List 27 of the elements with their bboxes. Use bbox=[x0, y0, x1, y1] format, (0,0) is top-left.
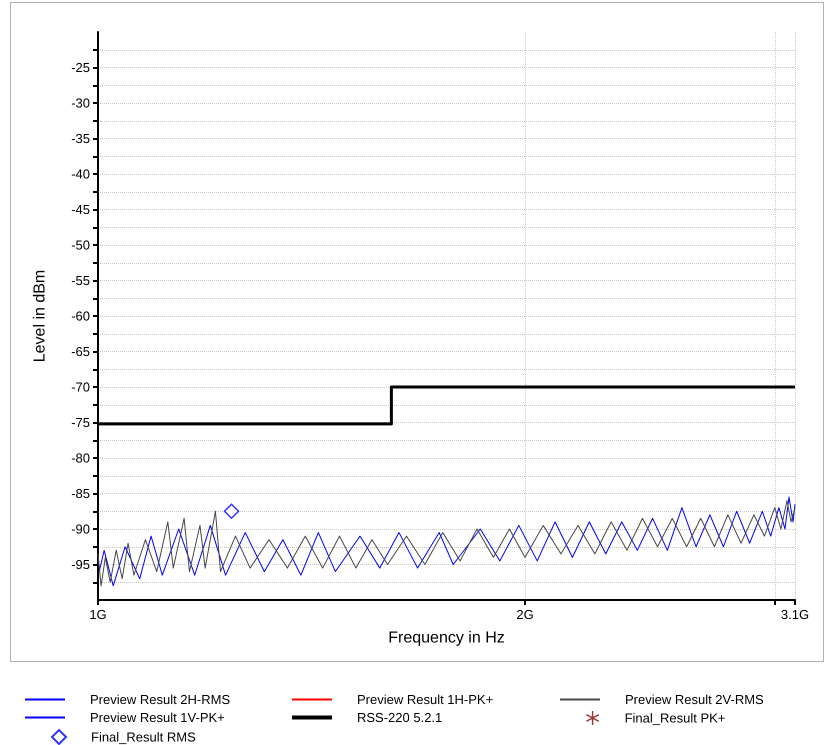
y-tick-label: -55 bbox=[71, 273, 90, 288]
legend-label: Final_Result PK+ bbox=[624, 710, 726, 726]
legend-label: Final_Result RMS bbox=[91, 730, 196, 744]
y-tick-label: -85 bbox=[71, 486, 90, 501]
y-tick-label: -90 bbox=[71, 522, 90, 536]
legend-label: Preview Result 2H-RMS bbox=[90, 692, 230, 707]
y-tick-label: -50 bbox=[71, 238, 90, 252]
y-tick-label: -80 bbox=[71, 450, 90, 466]
y-axis-title: Level in dBm bbox=[32, 270, 48, 362]
legend-label: Preview Result 1H-PK+ bbox=[357, 692, 494, 707]
y-tick-label: -40 bbox=[71, 166, 90, 182]
x-tick-label: 3.1G bbox=[780, 607, 810, 622]
y-tick-label: -60 bbox=[71, 308, 90, 324]
y-tick-label: -45 bbox=[71, 202, 90, 217]
x-tick-label: 1G bbox=[89, 607, 107, 622]
y-tick-label: -70 bbox=[71, 380, 90, 394]
y-tick-label: -65 bbox=[71, 344, 90, 359]
y-tick-label: -25 bbox=[71, 60, 90, 75]
legend-label: RSS-220 5.2.1 bbox=[357, 710, 442, 725]
legend-label: Preview Result 2V-RMS bbox=[625, 692, 764, 707]
x-axis-title: Frequency in Hz bbox=[388, 630, 505, 646]
y-tick-label: -35 bbox=[71, 131, 90, 146]
y-tick-label: -75 bbox=[71, 415, 90, 430]
y-tick-label: -30 bbox=[71, 96, 90, 110]
legend-label: Preview Result 1V-PK+ bbox=[90, 710, 225, 725]
x-tick-label: 2G bbox=[516, 607, 534, 622]
y-tick-label: -95 bbox=[71, 557, 90, 572]
